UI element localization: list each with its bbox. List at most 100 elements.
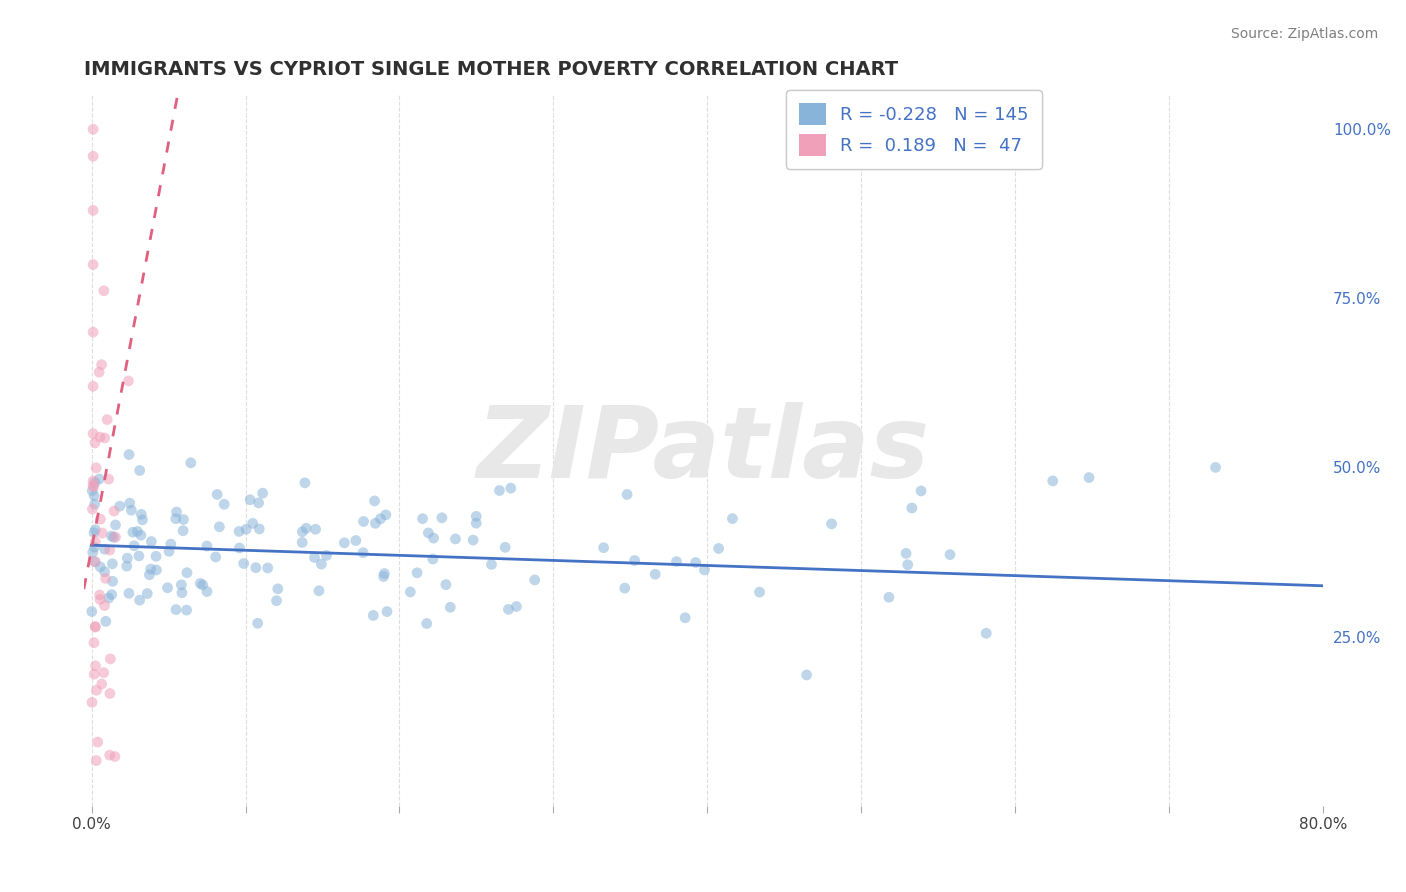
Point [352, 546, 374, 560]
Point [166, 505, 188, 519]
Point [291, 535, 314, 549]
Point [877, 591, 900, 605]
Point [84, 461, 107, 475]
Point [505, 599, 527, 614]
Point [118, 586, 141, 600]
Point [128, 593, 150, 607]
Point [363, 494, 385, 508]
Point [256, 561, 278, 575]
Point [195, 584, 218, 599]
Point [434, 577, 457, 591]
Point [176, 603, 198, 617]
Point [103, 504, 125, 518]
Point [84, 523, 107, 537]
Point [315, 549, 337, 563]
Point [439, 600, 461, 615]
Point [333, 536, 356, 550]
Point [82, 379, 104, 393]
Point [82, 502, 104, 516]
Point [901, 501, 924, 516]
Point [693, 563, 716, 577]
Point [82, 426, 104, 441]
Point [98, 652, 121, 666]
Point [204, 549, 226, 564]
Point [91, 526, 114, 541]
Point [195, 539, 218, 553]
Point [83, 555, 105, 569]
Point [115, 559, 138, 574]
Point [246, 616, 269, 631]
Point [373, 566, 395, 581]
Point [748, 585, 770, 599]
Point [128, 463, 150, 477]
Point [374, 508, 396, 522]
Point [100, 529, 122, 543]
Point [84, 475, 107, 490]
Point [159, 537, 181, 551]
Point [370, 512, 392, 526]
Point [98, 686, 121, 700]
Point [84, 754, 107, 768]
Point [157, 544, 180, 558]
Point [93, 284, 115, 298]
Point [361, 608, 384, 623]
Point [353, 515, 375, 529]
Point [101, 574, 124, 589]
Point [104, 749, 127, 764]
Point [465, 516, 488, 531]
Text: IMMIGRANTS VS CYPRIOT SINGLE MOTHER POVERTY CORRELATION CHART: IMMIGRANTS VS CYPRIOT SINGLE MOTHER POVE… [84, 60, 898, 78]
Point [294, 475, 316, 490]
Point [93, 565, 115, 579]
Point [94, 431, 117, 445]
Point [83, 540, 105, 554]
Point [239, 492, 262, 507]
Point [465, 509, 488, 524]
Point [180, 456, 202, 470]
Point [592, 541, 614, 555]
Point [93, 665, 115, 680]
Point [93, 599, 115, 613]
Point [247, 496, 270, 510]
Point [82, 545, 104, 559]
Point [98, 543, 121, 558]
Point [266, 593, 288, 607]
Point [89, 365, 111, 379]
Point [422, 552, 444, 566]
Point [412, 511, 434, 525]
Point [252, 486, 274, 500]
Point [120, 503, 142, 517]
Point [100, 588, 122, 602]
Point [84, 619, 107, 633]
Point [98, 748, 121, 763]
Point [1042, 474, 1064, 488]
Point [82, 258, 104, 272]
Point [89, 472, 111, 486]
Point [375, 605, 398, 619]
Point [406, 566, 429, 580]
Point [494, 541, 516, 555]
Point [89, 430, 111, 444]
Point [499, 481, 522, 495]
Point [84, 535, 107, 549]
Point [444, 532, 467, 546]
Point [644, 567, 666, 582]
Point [416, 616, 439, 631]
Point [138, 567, 160, 582]
Point [481, 558, 503, 572]
Point [94, 615, 117, 629]
Point [304, 522, 326, 536]
Point [165, 511, 187, 525]
Point [122, 539, 145, 553]
Point [242, 516, 264, 531]
Point [127, 524, 149, 539]
Point [118, 448, 141, 462]
Point [117, 374, 139, 388]
Point [139, 562, 162, 576]
Point [488, 483, 510, 498]
Point [165, 602, 187, 616]
Point [685, 556, 707, 570]
Point [910, 483, 932, 498]
Point [82, 483, 104, 498]
Point [176, 566, 198, 580]
Point [117, 551, 139, 566]
